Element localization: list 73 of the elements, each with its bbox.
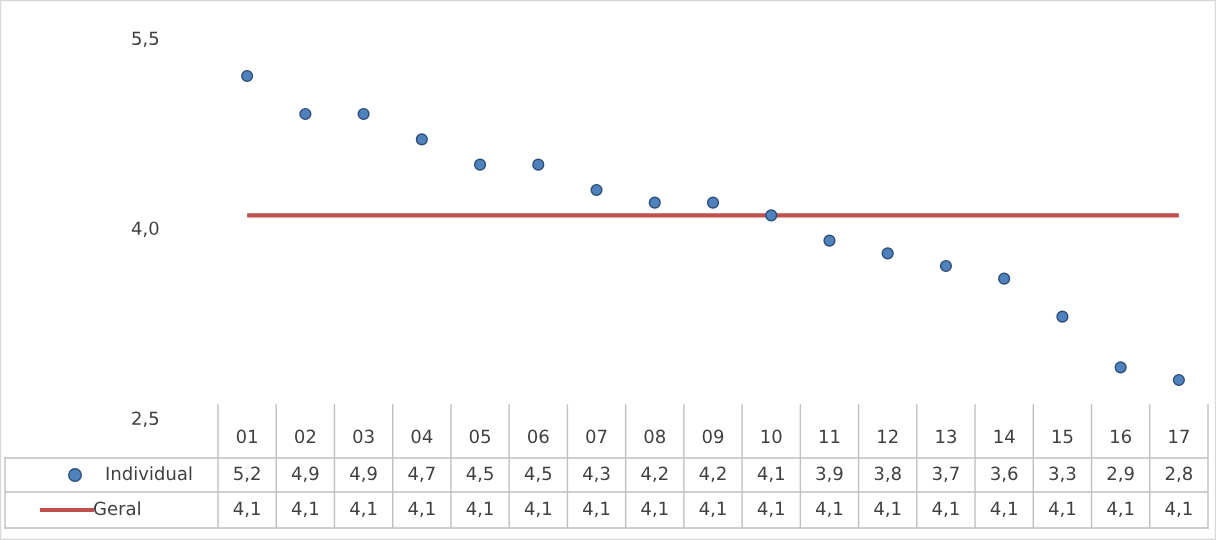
y-tick-label: 5,5 — [132, 31, 159, 47]
data-label: 4,1 — [233, 501, 260, 518]
point — [648, 196, 661, 209]
data-label: 4,1 — [874, 501, 901, 518]
data-label: 4,5 — [524, 466, 552, 483]
x-tick-label: 10 — [761, 429, 782, 444]
x-tick-label: 09 — [702, 429, 724, 444]
x-tick-label: 17 — [1169, 429, 1189, 443]
x-tick-label: 11 — [819, 429, 840, 443]
x-tick-label: 13 — [936, 429, 956, 444]
data-label: 4,1 — [699, 501, 726, 518]
x-tick-label: 16 — [1111, 429, 1131, 444]
data-label: 4,1 — [816, 501, 843, 518]
point — [1056, 310, 1069, 323]
data-label: 3,3 — [1049, 466, 1076, 483]
point — [357, 107, 370, 121]
data-label: 3,9 — [816, 466, 843, 483]
x-tick-label: 02 — [295, 429, 316, 444]
data-label: 4,1 — [1048, 501, 1076, 518]
point — [1172, 373, 1185, 387]
point — [299, 107, 312, 121]
point — [998, 272, 1011, 285]
data-label: 3,8 — [874, 466, 901, 483]
x-tick-label: 01 — [236, 429, 257, 444]
x-tick-label: 05 — [469, 429, 490, 444]
data-label: 4,1 — [757, 501, 784, 518]
data-label: 4,7 — [408, 466, 435, 483]
x-tick-label: 03 — [353, 429, 374, 444]
y-tick-label: 2,5 — [132, 411, 159, 427]
x-tick-label: 12 — [878, 429, 898, 443]
point — [765, 209, 778, 222]
data-label: 5,2 — [234, 466, 260, 483]
point — [415, 133, 428, 146]
data-label: 4,1 — [291, 501, 319, 518]
point — [881, 247, 894, 260]
data-label: 4,1 — [757, 466, 784, 483]
x-tick-label: 06 — [528, 429, 549, 444]
data-label: 2,9 — [1107, 466, 1134, 483]
legend-label: Geral — [94, 501, 140, 516]
point — [241, 69, 254, 83]
point — [532, 158, 545, 171]
point — [590, 183, 603, 197]
x-tick-label: 04 — [411, 429, 433, 444]
point — [823, 234, 836, 247]
point — [939, 259, 953, 273]
legend-label: Individual — [106, 466, 192, 481]
x-tick-label: 15 — [1052, 429, 1073, 444]
point — [1114, 361, 1127, 374]
data-label: 4,1 — [408, 501, 435, 518]
data-label: 4,1 — [350, 501, 377, 518]
data-label: 4,2 — [641, 466, 668, 483]
data-label: 4,1 — [990, 501, 1017, 518]
data-label: 4,1 — [466, 501, 493, 518]
point — [706, 196, 720, 209]
data-label: 4,1 — [641, 501, 668, 518]
x-tick-label: 14 — [994, 429, 1015, 443]
data-label: 4,1 — [524, 501, 551, 518]
data-label: 2,8 — [1165, 466, 1192, 483]
data-label: 4,3 — [583, 466, 610, 483]
data-label: 3,7 — [932, 466, 959, 483]
data-label: 4,5 — [466, 466, 493, 483]
data-label: 4,1 — [583, 501, 610, 518]
data-label: 4,1 — [1107, 501, 1134, 518]
x-tick-label: 07 — [586, 429, 607, 444]
data-label: 4,9 — [350, 466, 377, 483]
x-tick-label: 08 — [644, 429, 666, 444]
point — [473, 158, 487, 171]
data-label: 3,6 — [991, 466, 1018, 483]
data-label: 4,9 — [291, 466, 319, 483]
data-label: 4,1 — [932, 501, 959, 518]
data-label: 4,1 — [1165, 501, 1192, 518]
data-label: 4,2 — [699, 466, 726, 483]
y-tick-label: 4,0 — [131, 221, 159, 237]
